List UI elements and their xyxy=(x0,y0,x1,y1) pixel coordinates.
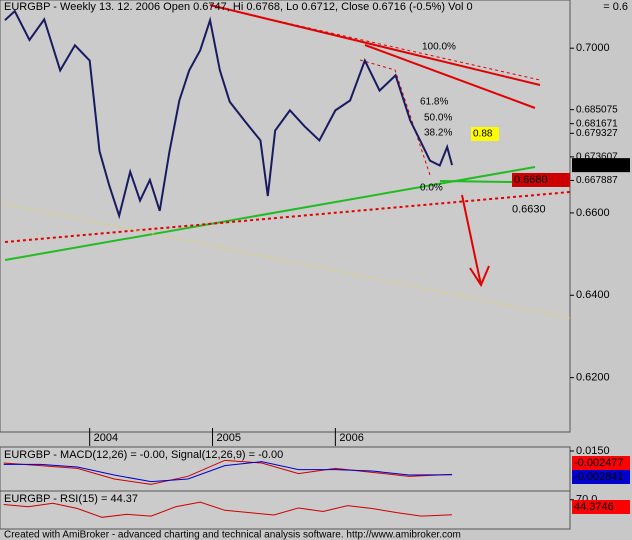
pane-title: EURGBP - MACD(12,26) = -0.00, Signal(12,… xyxy=(4,449,283,461)
level-label: 0.685075 xyxy=(576,104,618,115)
annotation: 50.0% xyxy=(424,113,452,124)
badge-label: -0.002477 xyxy=(574,457,624,469)
series-line xyxy=(3,501,453,518)
trendline xyxy=(4,166,536,261)
badge-label: 0.6716 xyxy=(574,159,608,171)
trendline xyxy=(364,44,536,109)
level-label: 0.681671 xyxy=(576,118,618,129)
annotation: 0.0% xyxy=(420,183,443,194)
arrow xyxy=(461,194,490,288)
badge-label: -0.002841 xyxy=(574,471,624,483)
trendline xyxy=(439,180,513,183)
header-title: EURGBP - Weekly 13. 12. 2006 Open 0.6747… xyxy=(4,1,473,13)
annotation-box xyxy=(471,127,499,141)
annotation: 0.88 xyxy=(473,129,493,140)
y-tick-label: 0.0150 xyxy=(576,445,610,457)
header-corner: = 0.6 xyxy=(603,1,628,13)
macd-pane xyxy=(0,446,571,492)
trendline xyxy=(4,191,571,243)
badge xyxy=(572,500,630,514)
level-label: 0.667887 xyxy=(576,175,618,186)
badge xyxy=(572,470,630,484)
trendline xyxy=(4,203,571,319)
pane-title: EURGBP - RSI(15) = 44.37 xyxy=(4,493,138,505)
y-tick-label: 0.6600 xyxy=(576,207,610,219)
footer: Created with AmiBroker - advanced charti… xyxy=(4,530,461,540)
badge xyxy=(512,172,570,187)
x-tick-label: 2005 xyxy=(217,432,241,444)
y-tick-label: 0.7000 xyxy=(576,42,610,54)
trendline xyxy=(209,4,541,86)
price-pane xyxy=(0,0,571,433)
badge-label: 44.3746 xyxy=(574,501,614,513)
badge-label: 0.6630 xyxy=(512,203,546,215)
badge-label: 0.6680 xyxy=(514,174,548,186)
annotation: 100.0% xyxy=(422,42,456,53)
annotation: 38.2% xyxy=(424,128,452,139)
level-label: 0.679327 xyxy=(576,128,618,139)
badge xyxy=(572,158,630,173)
x-tick-label: 2004 xyxy=(94,432,118,444)
fib-line xyxy=(359,59,431,176)
y-tick-label: 0.6200 xyxy=(576,372,610,384)
series-line xyxy=(4,9,454,220)
badge xyxy=(572,456,630,470)
series-line xyxy=(3,459,453,485)
y-tick-label: 0.6400 xyxy=(576,289,610,301)
trendlines xyxy=(4,4,571,319)
series-line xyxy=(3,461,453,483)
annotation: 61.8% xyxy=(420,97,448,108)
trendline xyxy=(219,7,541,81)
level-label: 0.673607 xyxy=(576,152,618,163)
x-tick-label: 2006 xyxy=(339,432,363,444)
rsi-pane xyxy=(0,490,571,530)
